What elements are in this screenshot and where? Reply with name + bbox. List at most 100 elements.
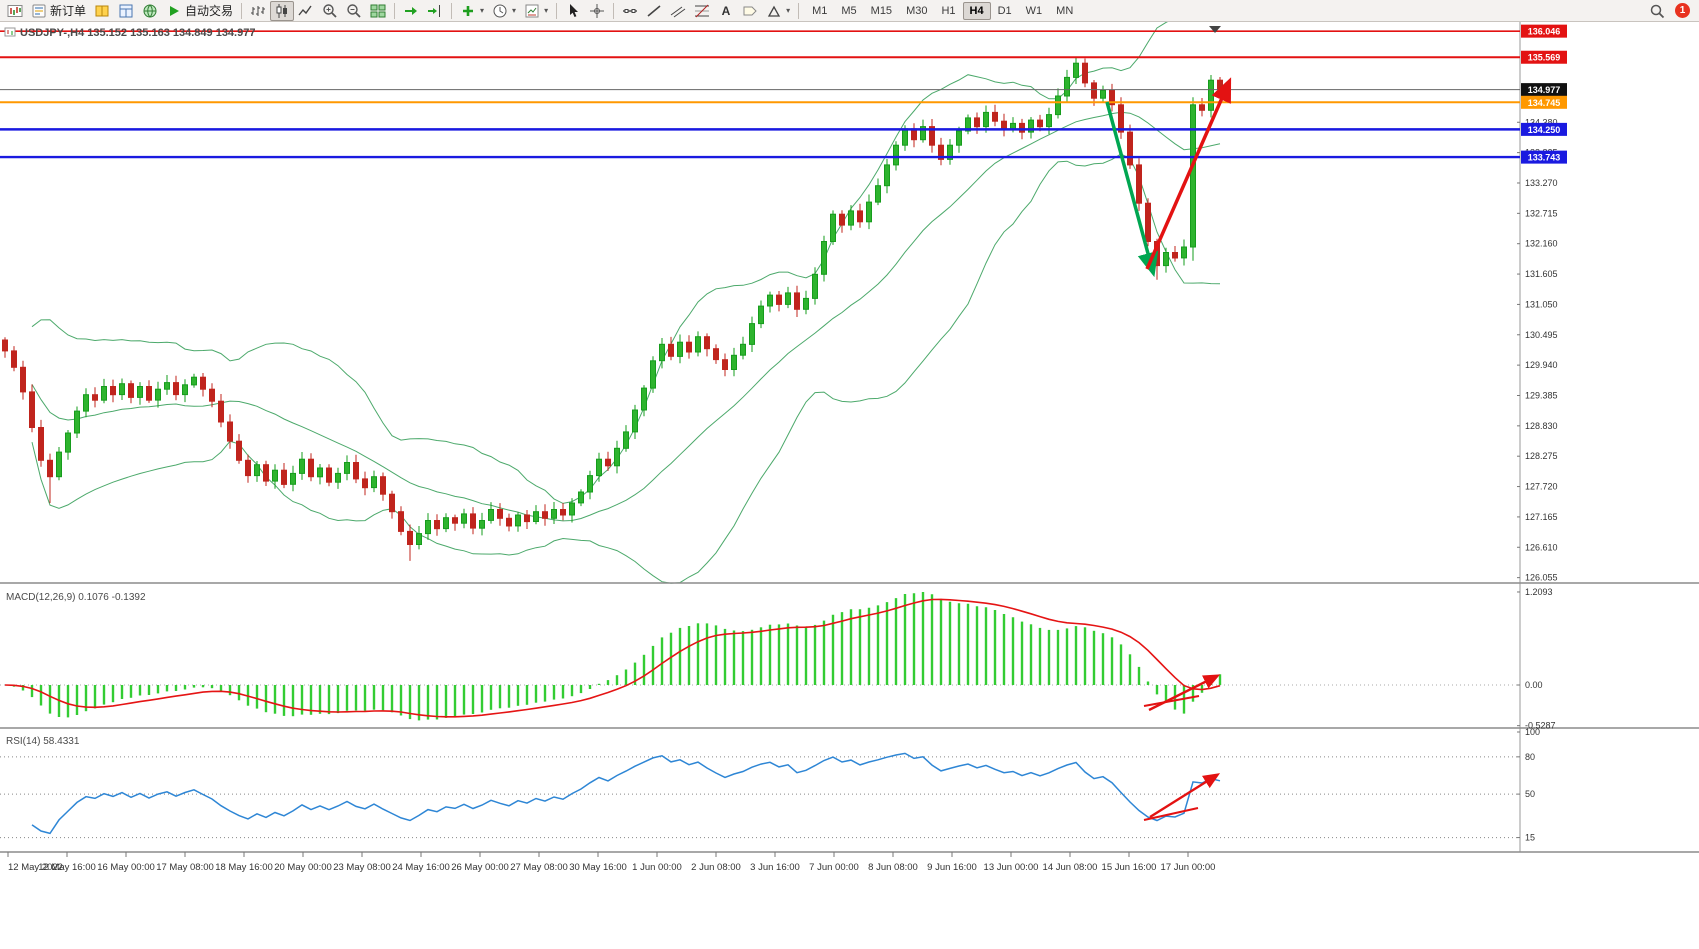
- periods-button[interactable]: ▾: [488, 1, 520, 21]
- time-label: 23 May 08:00: [333, 862, 391, 873]
- market-depth-button[interactable]: [90, 1, 114, 21]
- timeframe-h4[interactable]: H4: [962, 1, 991, 20]
- time-label: 17 Jun 00:00: [1161, 862, 1216, 873]
- shapes-icon: [766, 3, 782, 19]
- cursor-icon: [565, 3, 581, 19]
- templates-button[interactable]: ▾: [520, 1, 552, 21]
- price-tick-label: 128.275: [1525, 451, 1558, 461]
- new-chart-button[interactable]: [3, 1, 27, 21]
- timeframe-d1[interactable]: D1: [997, 4, 1012, 17]
- economic-calendar-button[interactable]: [138, 1, 162, 21]
- hline-icon: [622, 3, 638, 19]
- macd-scale-label: 0.00: [1525, 680, 1543, 690]
- price-tick-label: 134.380: [1525, 117, 1558, 127]
- time-label: 20 May 00:00: [274, 862, 332, 873]
- channel-button[interactable]: [666, 1, 690, 21]
- svg-text:134.250: 134.250: [1528, 125, 1561, 135]
- toolbar-separator: [241, 2, 243, 19]
- time-label: 12 May 16:00: [38, 862, 96, 873]
- chevron-down-icon: ▾: [480, 6, 485, 15]
- price-tag: 133.743: [1521, 150, 1567, 164]
- svg-text:136.046: 136.046: [1528, 27, 1561, 37]
- channel-icon: [670, 3, 686, 19]
- fibonacci-button[interactable]: [690, 1, 714, 21]
- time-label: 8 Jun 08:00: [868, 862, 918, 873]
- price-tick-label: 127.165: [1525, 512, 1558, 522]
- indicators-button[interactable]: ▾: [456, 1, 488, 21]
- timeframe-w1[interactable]: W1: [1025, 4, 1043, 17]
- candle-icon: [274, 3, 290, 19]
- chart-window: 134.380133.825133.270132.715132.160131.6…: [0, 3, 1699, 949]
- data-window-button[interactable]: [114, 1, 138, 21]
- shapes-button[interactable]: ▾: [762, 1, 794, 21]
- svg-text:133.743: 133.743: [1528, 153, 1561, 163]
- chart-canvas[interactable]: 134.380133.825133.270132.715132.160131.6…: [0, 3, 1699, 949]
- timeframe-m1[interactable]: M1: [812, 4, 828, 17]
- auto-scroll-button[interactable]: [399, 1, 423, 21]
- trendline-button[interactable]: [642, 1, 666, 21]
- zoom-in-button[interactable]: [318, 1, 342, 21]
- play-icon: [166, 3, 182, 19]
- time-label: 3 Jun 16:00: [750, 862, 800, 873]
- time-label: 7 Jun 00:00: [809, 862, 859, 873]
- macd-scale-label: 1.2093: [1525, 587, 1553, 597]
- timeframe-m5[interactable]: M5: [841, 4, 857, 17]
- label-button[interactable]: [738, 1, 762, 21]
- cursor-button[interactable]: [561, 1, 585, 21]
- macd-trend-line[interactable]: [1143, 695, 1200, 707]
- price-tag: 135.569: [1521, 50, 1567, 64]
- timeframe-h1[interactable]: H1: [941, 4, 956, 17]
- search-button[interactable]: [1645, 1, 1669, 21]
- horizontal-line-button[interactable]: [618, 1, 642, 21]
- timeframe-m30[interactable]: M30: [906, 4, 928, 17]
- notification-badge[interactable]: 1: [1675, 3, 1690, 18]
- macd-signal-line: [4, 598, 1221, 718]
- time-label: 13 Jun 00:00: [984, 862, 1039, 873]
- shift-icon: [427, 3, 443, 19]
- toolbar-separator: [798, 2, 800, 19]
- timeframe-mn[interactable]: MN: [1056, 4, 1074, 17]
- price-tick-label: 129.940: [1525, 360, 1558, 370]
- time-label: 18 May 16:00: [215, 862, 273, 873]
- text-icon: A: [718, 3, 734, 19]
- crosshair-button[interactable]: [585, 1, 609, 21]
- impulse-down-arrow[interactable]: [1105, 101, 1159, 278]
- chart-title: USDJPY-,H4 135.152 135.163 134.849 134.9…: [4, 27, 255, 39]
- macd-label: MACD(12,26,9) 0.1076 -0.1392: [6, 592, 146, 603]
- new-order-button[interactable]: 新订单: [27, 1, 90, 21]
- rsi-trend-line[interactable]: [1143, 807, 1199, 821]
- symbol-title: USDJPY-,H4 135.152 135.163 134.849 134.9…: [20, 27, 255, 39]
- time-label: 9 Jun 16:00: [927, 862, 977, 873]
- price-tag: 136.046: [1521, 24, 1567, 38]
- price-tick-label: 126.610: [1525, 542, 1558, 552]
- tile-windows-button[interactable]: [366, 1, 390, 21]
- auto-trading-button[interactable]: 自动交易: [162, 1, 237, 21]
- toolbar-separator: [613, 2, 615, 19]
- macd-up-arrow[interactable]: [1148, 674, 1221, 712]
- price-tag: 134.745: [1521, 95, 1567, 109]
- zoom-out-button[interactable]: [342, 1, 366, 21]
- rsi-scale-label: 50: [1525, 789, 1535, 799]
- price-tick-label: 126.055: [1525, 573, 1558, 583]
- recovery-up-arrow[interactable]: [1145, 77, 1232, 270]
- rsi-label: RSI(14) 58.4331: [6, 736, 80, 747]
- chart-shift-button[interactable]: [423, 1, 447, 21]
- bollinger-lower-band: [31, 153, 1221, 584]
- template-icon: [524, 3, 540, 19]
- candlestick-mode-button[interactable]: [270, 0, 295, 21]
- bar-chart-mode-button[interactable]: [246, 1, 270, 21]
- timeframe-m15[interactable]: M15: [870, 4, 893, 17]
- price-tick-label: 128.830: [1525, 421, 1558, 431]
- rsi-scale-label: 100: [1525, 727, 1540, 737]
- price-scale[interactable]: 134.380133.825133.270132.715132.160131.6…: [1517, 22, 1558, 852]
- autoscroll-icon: [403, 3, 419, 19]
- text-button[interactable]: A: [714, 1, 738, 21]
- new-order-button-label: 新订单: [50, 4, 87, 18]
- chevron-down-icon: ▾: [544, 6, 549, 15]
- svg-text:134.977: 134.977: [1528, 85, 1561, 95]
- rsi-up-arrow[interactable]: [1149, 773, 1221, 819]
- line-chart-mode-button[interactable]: [294, 1, 318, 21]
- search-icon: [1649, 3, 1665, 19]
- label-icon: [742, 3, 758, 19]
